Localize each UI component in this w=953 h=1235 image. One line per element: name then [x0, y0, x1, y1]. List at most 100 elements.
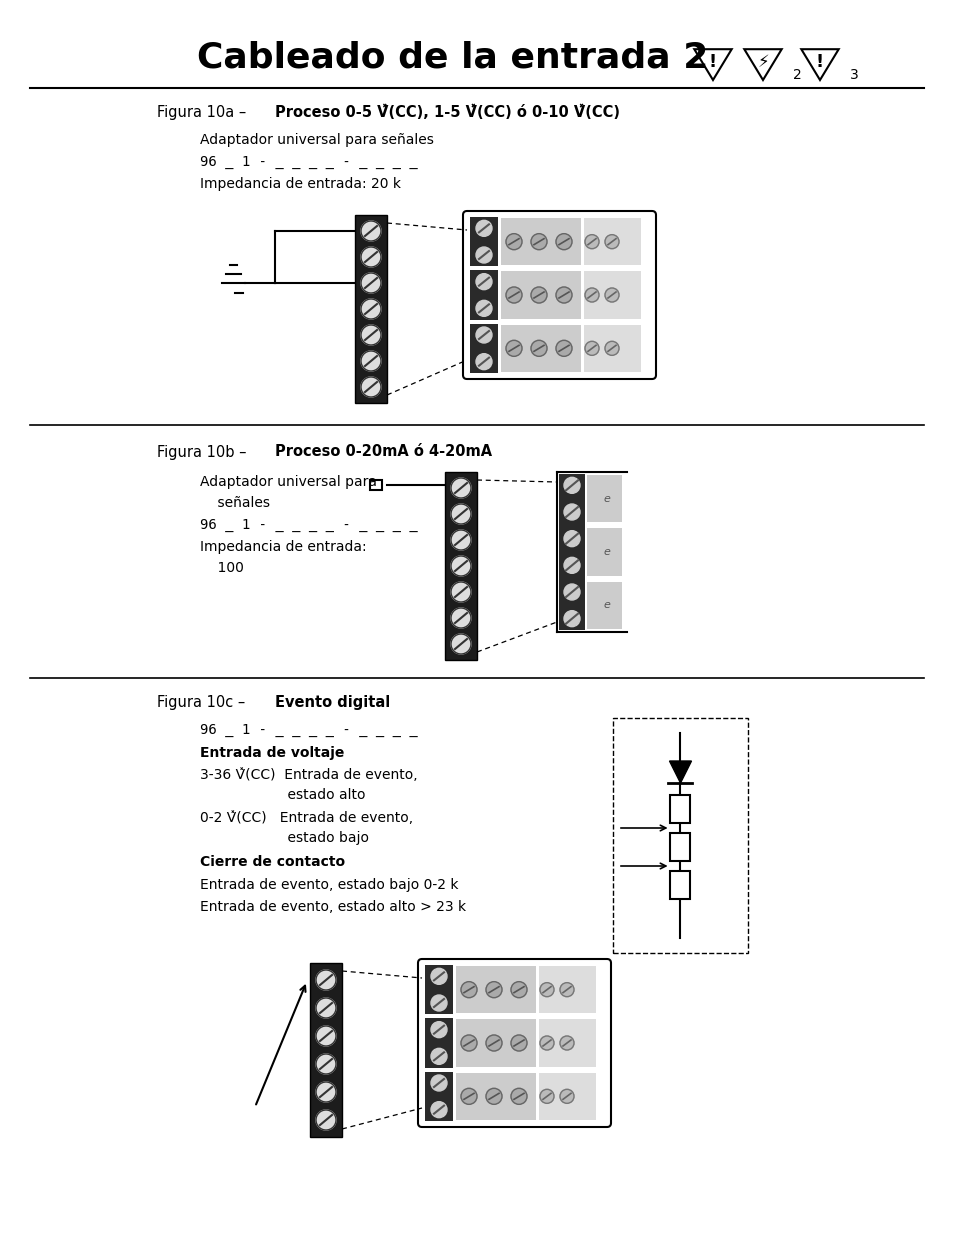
- Bar: [470, 324, 497, 373]
- Circle shape: [604, 341, 618, 356]
- Circle shape: [485, 1035, 501, 1051]
- Circle shape: [451, 478, 471, 498]
- Text: e: e: [603, 600, 610, 610]
- Bar: [586, 582, 621, 629]
- Bar: [586, 475, 621, 522]
- Polygon shape: [669, 761, 691, 783]
- Text: estado alto: estado alto: [200, 788, 365, 802]
- Bar: [670, 795, 690, 823]
- Text: Evento digital: Evento digital: [274, 695, 390, 710]
- FancyBboxPatch shape: [417, 960, 610, 1128]
- Circle shape: [476, 220, 492, 236]
- Circle shape: [476, 300, 492, 316]
- Circle shape: [531, 287, 546, 303]
- Circle shape: [556, 341, 572, 357]
- Circle shape: [460, 1088, 476, 1104]
- Text: e: e: [603, 494, 610, 504]
- Text: 3-36 V̽(CC)  Entrada de evento,: 3-36 V̽(CC) Entrada de evento,: [200, 768, 417, 782]
- Circle shape: [476, 274, 492, 290]
- Text: Adaptador universal para señales: Adaptador universal para señales: [200, 133, 434, 147]
- Circle shape: [563, 478, 579, 493]
- Circle shape: [315, 1110, 335, 1130]
- Bar: [670, 832, 690, 861]
- Circle shape: [539, 1089, 554, 1103]
- Text: Proceso 0-5 V̽(CC), 1-5 V̽(CC) ó 0-10 V̽(CC): Proceso 0-5 V̽(CC), 1-5 V̽(CC) ó 0-10 V̽…: [274, 104, 619, 120]
- Circle shape: [505, 341, 521, 357]
- Circle shape: [563, 584, 579, 600]
- Circle shape: [584, 288, 598, 303]
- Text: !: !: [815, 53, 823, 72]
- Circle shape: [315, 969, 335, 990]
- Circle shape: [451, 556, 471, 576]
- Bar: [500, 272, 580, 319]
- Circle shape: [563, 557, 579, 573]
- Circle shape: [431, 1102, 447, 1118]
- Bar: [456, 966, 536, 1014]
- Circle shape: [511, 982, 526, 998]
- Bar: [538, 1073, 596, 1120]
- Circle shape: [431, 1049, 447, 1065]
- Bar: [355, 215, 387, 403]
- Circle shape: [315, 1082, 335, 1102]
- Bar: [583, 325, 640, 372]
- Circle shape: [360, 273, 380, 293]
- Circle shape: [451, 530, 471, 550]
- Text: Impedancia de entrada: 20 k: Impedancia de entrada: 20 k: [200, 177, 400, 191]
- Bar: [500, 325, 580, 372]
- Bar: [370, 480, 381, 490]
- Circle shape: [556, 233, 572, 249]
- Circle shape: [360, 221, 380, 241]
- Bar: [670, 871, 690, 899]
- Text: Impedancia de entrada:: Impedancia de entrada:: [200, 540, 366, 555]
- Circle shape: [315, 998, 335, 1018]
- Circle shape: [556, 287, 572, 303]
- Bar: [538, 966, 596, 1014]
- Circle shape: [476, 353, 492, 369]
- Bar: [456, 1019, 536, 1067]
- Circle shape: [451, 582, 471, 601]
- Circle shape: [604, 288, 618, 303]
- Circle shape: [563, 504, 579, 520]
- Bar: [444, 472, 476, 659]
- Circle shape: [360, 299, 380, 319]
- Text: 96 _ 1 - _ _ _ _ - _ _ _ _: 96 _ 1 - _ _ _ _ - _ _ _ _: [200, 722, 417, 737]
- Text: Figura 10a –: Figura 10a –: [157, 105, 251, 120]
- Circle shape: [539, 983, 554, 997]
- Text: Cierre de contacto: Cierre de contacto: [200, 855, 345, 869]
- Text: Entrada de evento, estado bajo 0-2 k: Entrada de evento, estado bajo 0-2 k: [200, 878, 458, 892]
- Circle shape: [505, 287, 521, 303]
- Circle shape: [431, 995, 447, 1011]
- Text: 3: 3: [849, 68, 858, 82]
- Circle shape: [460, 982, 476, 998]
- Circle shape: [584, 341, 598, 356]
- Circle shape: [559, 1089, 574, 1103]
- Circle shape: [431, 968, 447, 984]
- Circle shape: [315, 1053, 335, 1074]
- Circle shape: [511, 1035, 526, 1051]
- Circle shape: [476, 327, 492, 343]
- Circle shape: [431, 1021, 447, 1037]
- Circle shape: [431, 1074, 447, 1091]
- Text: Figura 10b –: Figura 10b –: [157, 445, 251, 459]
- Text: e: e: [603, 547, 610, 557]
- Bar: [586, 529, 621, 576]
- Text: Entrada de voltaje: Entrada de voltaje: [200, 746, 344, 760]
- Bar: [538, 1019, 596, 1067]
- Bar: [424, 1019, 453, 1068]
- Bar: [310, 963, 341, 1137]
- Circle shape: [360, 247, 380, 267]
- FancyBboxPatch shape: [462, 211, 656, 379]
- Text: 96 _ 1 - _ _ _ _ - _ _ _ _: 96 _ 1 - _ _ _ _ - _ _ _ _: [200, 517, 417, 532]
- Circle shape: [476, 247, 492, 263]
- Bar: [424, 1072, 453, 1121]
- Circle shape: [451, 608, 471, 629]
- Bar: [613, 718, 747, 953]
- Circle shape: [539, 1036, 554, 1050]
- Circle shape: [505, 233, 521, 249]
- Circle shape: [559, 983, 574, 997]
- Circle shape: [531, 233, 546, 249]
- Text: Proceso 0-20mA ó 4-20mA: Proceso 0-20mA ó 4-20mA: [274, 445, 492, 459]
- Bar: [583, 272, 640, 319]
- Text: estado bajo: estado bajo: [200, 831, 369, 845]
- Text: Entrada de evento, estado alto > 23 k: Entrada de evento, estado alto > 23 k: [200, 900, 466, 914]
